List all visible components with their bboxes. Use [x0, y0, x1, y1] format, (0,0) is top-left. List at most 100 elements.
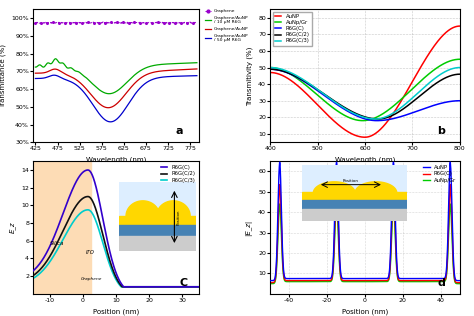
- Text: C: C: [179, 278, 187, 288]
- R6G(C): [453, 99, 458, 103]
- AuNp/Gr: [277, 203, 283, 207]
- R6G(C): [40, 257, 46, 260]
- R6G(C/3): [137, 285, 142, 289]
- R6G(C/2): [357, 113, 363, 117]
- R6G(C/3): [131, 285, 137, 289]
- R6G(C): [423, 106, 429, 110]
- R6G(C/3): [453, 66, 458, 70]
- R6G(C): [374, 119, 380, 123]
- R6G(C): [370, 118, 375, 122]
- R6G(C): [267, 281, 273, 284]
- Legend: R6G(C), R6G(C/2), R6G(C/3): R6G(C), R6G(C/2), R6G(C/3): [160, 164, 196, 184]
- R6G(C/2): [137, 285, 142, 289]
- R6G(C/3): [373, 117, 378, 121]
- AuNP: [453, 25, 458, 28]
- AuNp/Gr: [453, 58, 458, 62]
- AuNp/Gr: [267, 66, 273, 70]
- R6G(C/2): [358, 114, 364, 118]
- Text: a: a: [176, 126, 183, 136]
- R6G(C/3): [267, 66, 273, 70]
- R6G(C/3): [85, 208, 91, 212]
- Line: R6G(C/2): R6G(C/2): [33, 197, 199, 287]
- Y-axis label: E_z: E_z: [9, 222, 16, 233]
- Line: AuNp/Gr: AuNp/Gr: [270, 59, 460, 121]
- AuNp/Gr: [267, 282, 273, 286]
- R6G(C): [357, 115, 363, 119]
- AuNp/Gr: [417, 280, 422, 283]
- R6G(C/3): [381, 116, 386, 119]
- R6G(C): [457, 281, 463, 284]
- R6G(C/3): [196, 285, 202, 289]
- R6G(C): [452, 275, 457, 279]
- R6G(C): [30, 269, 36, 273]
- X-axis label: Position (nm): Position (nm): [93, 309, 139, 315]
- R6G(C/2): [127, 285, 133, 289]
- R6G(C/3): [357, 114, 363, 118]
- R6G(C/3): [173, 285, 179, 289]
- R6G(C): [277, 183, 283, 186]
- R6G(C/2): [381, 117, 386, 120]
- R6G(C/2): [131, 285, 137, 289]
- AuNp/Gr: [358, 119, 364, 123]
- R6G(C): [417, 279, 422, 283]
- Text: Graphene: Graphene: [81, 276, 103, 281]
- X-axis label: Wavelength (nm): Wavelength (nm): [86, 157, 146, 163]
- Legend: Graphene, Graphene/AuNP
/ 10 μM R6G, Graphene/AuNP, Graphene/AuNP
/ 50 μM R6G: Graphene, Graphene/AuNP / 10 μM R6G, Gra…: [205, 9, 248, 42]
- AuNp/Gr: [452, 277, 457, 281]
- R6G(C): [267, 67, 273, 71]
- Line: R6G(C/3): R6G(C/3): [270, 68, 460, 119]
- R6G(C): [127, 285, 133, 289]
- R6G(C/3): [156, 285, 162, 289]
- R6G(C): [355, 279, 360, 283]
- Line: R6G(C/2): R6G(C/2): [270, 69, 460, 119]
- AuNP: [267, 71, 273, 75]
- Y-axis label: |E_z|: |E_z|: [246, 219, 253, 236]
- AuNP: [457, 24, 463, 28]
- AuNp/Gr: [451, 276, 457, 280]
- AuNp/Gr: [277, 202, 283, 206]
- Legend: AuNP, AuNp/Gr, R6G(C), R6G(C/2), R6G(C/3): AuNP, AuNp/Gr, R6G(C), R6G(C/2), R6G(C/3…: [273, 12, 311, 46]
- AuNP: [457, 279, 463, 283]
- R6G(C/2): [370, 117, 375, 120]
- Line: AuNP: AuNP: [270, 162, 460, 281]
- R6G(C/2): [156, 285, 162, 289]
- AuNp/Gr: [355, 280, 360, 283]
- Text: d: d: [437, 278, 445, 288]
- Text: b: b: [437, 126, 445, 136]
- AuNp/Gr: [423, 75, 429, 78]
- AuNP: [277, 160, 283, 164]
- Y-axis label: Transmitivity (%): Transmitivity (%): [246, 46, 253, 106]
- R6G(C): [358, 116, 364, 119]
- Line: AuNp/Gr: AuNp/Gr: [270, 204, 460, 284]
- AuNP: [423, 57, 429, 60]
- X-axis label: Wavelength (nm): Wavelength (nm): [335, 157, 395, 163]
- R6G(C/2): [453, 73, 458, 76]
- AuNp/Gr: [457, 282, 463, 286]
- Legend: AuNP, R6G(C), AuNp/Gr: AuNP, R6G(C), AuNp/Gr: [422, 164, 457, 184]
- Line: AuNP: AuNP: [270, 26, 460, 137]
- AuNP: [355, 277, 360, 281]
- Bar: [33, 161, 91, 294]
- AuNp/Gr: [381, 112, 386, 115]
- AuNp/Gr: [360, 119, 365, 123]
- R6G(C): [173, 285, 179, 289]
- R6G(C/3): [127, 285, 133, 289]
- AuNP: [358, 135, 364, 139]
- AuNp/Gr: [370, 117, 376, 120]
- R6G(C/3): [118, 285, 124, 289]
- R6G(C/2): [375, 117, 381, 121]
- AuNP: [277, 162, 283, 166]
- R6G(C/2): [196, 285, 202, 289]
- Line: R6G(C): R6G(C): [270, 185, 460, 283]
- R6G(C): [457, 99, 463, 103]
- R6G(C/2): [85, 195, 91, 198]
- R6G(C/2): [173, 285, 179, 289]
- AuNP: [451, 271, 457, 275]
- X-axis label: Position (nm): Position (nm): [342, 309, 388, 315]
- R6G(C/2): [40, 264, 46, 268]
- AuNP: [362, 135, 368, 139]
- R6G(C): [277, 184, 283, 188]
- R6G(C): [156, 285, 162, 289]
- Text: Air: Air: [123, 197, 130, 202]
- R6G(C): [196, 285, 202, 289]
